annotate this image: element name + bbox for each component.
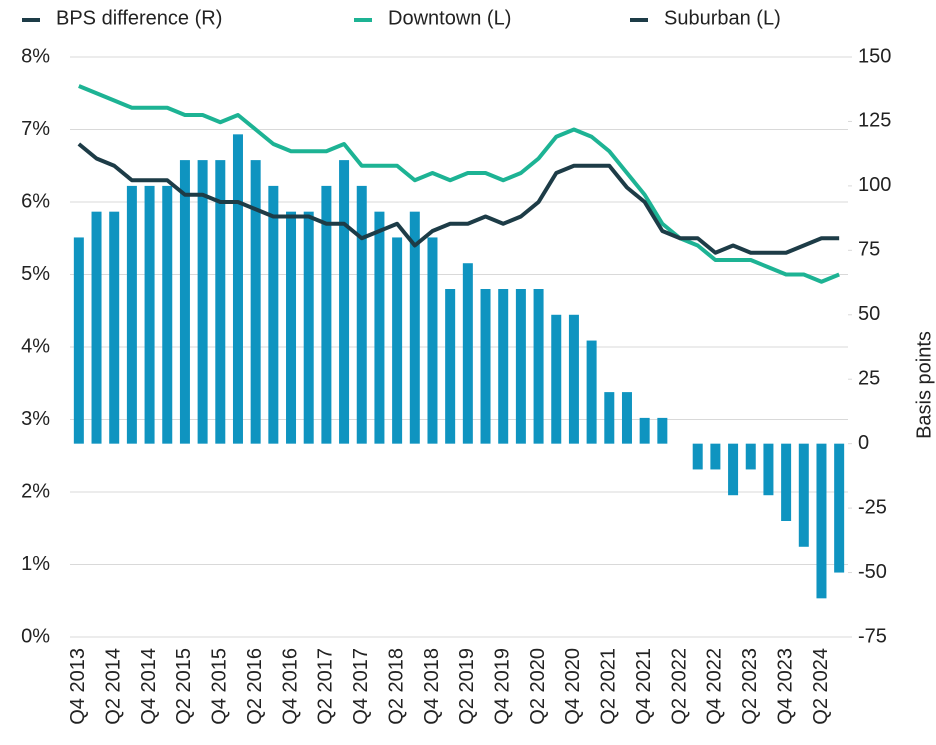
bar [126,185,137,444]
x-tick-label: Q2 2022 [668,648,690,725]
bar [498,289,509,444]
legend-label: BPS difference (R) [56,7,222,29]
x-tick-label: Q2 2014 [102,648,124,725]
bar [91,211,102,444]
bar [303,211,314,444]
x-tick-label: Q4 2018 [421,648,443,725]
bar [816,443,827,599]
bar [286,211,297,444]
bar [339,160,350,444]
bar [515,289,526,444]
y2-tick-label: 100 [858,174,891,196]
y-tick-label: 2% [21,480,50,502]
bar [533,289,544,444]
bar [215,160,226,444]
bar [179,160,190,444]
bar [692,443,703,470]
bar [162,185,173,444]
legend-label: Suburban (L) [664,7,781,29]
x-tick-label: Q4 2022 [704,648,726,725]
bar [427,237,438,444]
y2-tick-label: 75 [858,239,880,261]
x-tick-label: Q4 2015 [209,648,231,725]
bar [586,340,597,444]
y-tick-label: 0% [21,625,50,647]
y-tick-label: 6% [21,190,50,212]
bar [197,160,208,444]
y-tick-label: 5% [21,263,50,285]
x-tick-label: Q2 2017 [315,648,337,725]
y-tick-label: 8% [21,45,50,67]
bar [551,314,562,444]
bar [445,289,456,444]
x-tick-label: Q4 2013 [67,648,89,725]
y-tick-label: 1% [21,553,50,575]
bar [710,443,721,470]
y2-tick-label: -25 [858,496,887,518]
bar [480,289,491,444]
line [78,84,840,284]
y-tick-label: 3% [21,408,50,430]
bar [621,392,632,444]
x-tick-label: Q2 2018 [385,648,407,725]
bar [356,185,367,444]
bar [763,443,774,496]
bar [109,211,120,444]
bar [250,160,261,444]
x-tick-label: Q2 2020 [527,648,549,725]
x-tick-label: Q4 2014 [138,648,160,725]
y2-tick-label: -75 [858,625,887,647]
y-tick-label: 4% [21,335,50,357]
bar [462,263,473,444]
x-tick-label: Q4 2023 [774,648,796,725]
bar [232,134,243,444]
y2-tick-label: 0 [858,432,869,454]
x-tick-label: Q2 2023 [739,648,761,725]
y2-tick-label: 25 [858,368,880,390]
bar [392,237,403,444]
x-tick-label: Q2 2015 [173,648,195,725]
bar [268,185,279,444]
x-tick-label: Q2 2024 [810,648,832,725]
x-tick-label: Q4 2021 [633,648,655,725]
bar [144,185,155,444]
bar [409,211,420,444]
y2-tick-label: 125 [858,110,891,132]
y2-tick-label: -50 [858,561,887,583]
legend-label: Downtown (L) [388,7,511,29]
y-tick-label: 7% [21,118,50,140]
bar [834,443,845,573]
bar [657,417,668,444]
y2-axis-label: Basis points [913,331,935,439]
bar [73,237,84,444]
x-tick-label: Q4 2017 [350,648,372,725]
x-tick-label: Q4 2016 [279,648,301,725]
bar [568,314,579,444]
x-tick-label: Q2 2019 [456,648,478,725]
line [77,142,840,255]
x-tick-label: Q4 2019 [491,648,513,725]
x-tick-label: Q2 2016 [244,648,266,725]
x-tick-label: Q2 2021 [598,648,620,725]
bar [781,443,792,521]
bar [321,185,332,444]
bar [728,443,739,496]
x-tick-label: Q4 2020 [562,648,584,725]
bar [745,443,756,470]
bar [374,211,385,444]
bar [639,417,650,444]
y2-tick-label: 150 [858,45,891,67]
bar [798,443,809,547]
bar [604,392,615,444]
y2-tick-label: 50 [858,303,880,325]
